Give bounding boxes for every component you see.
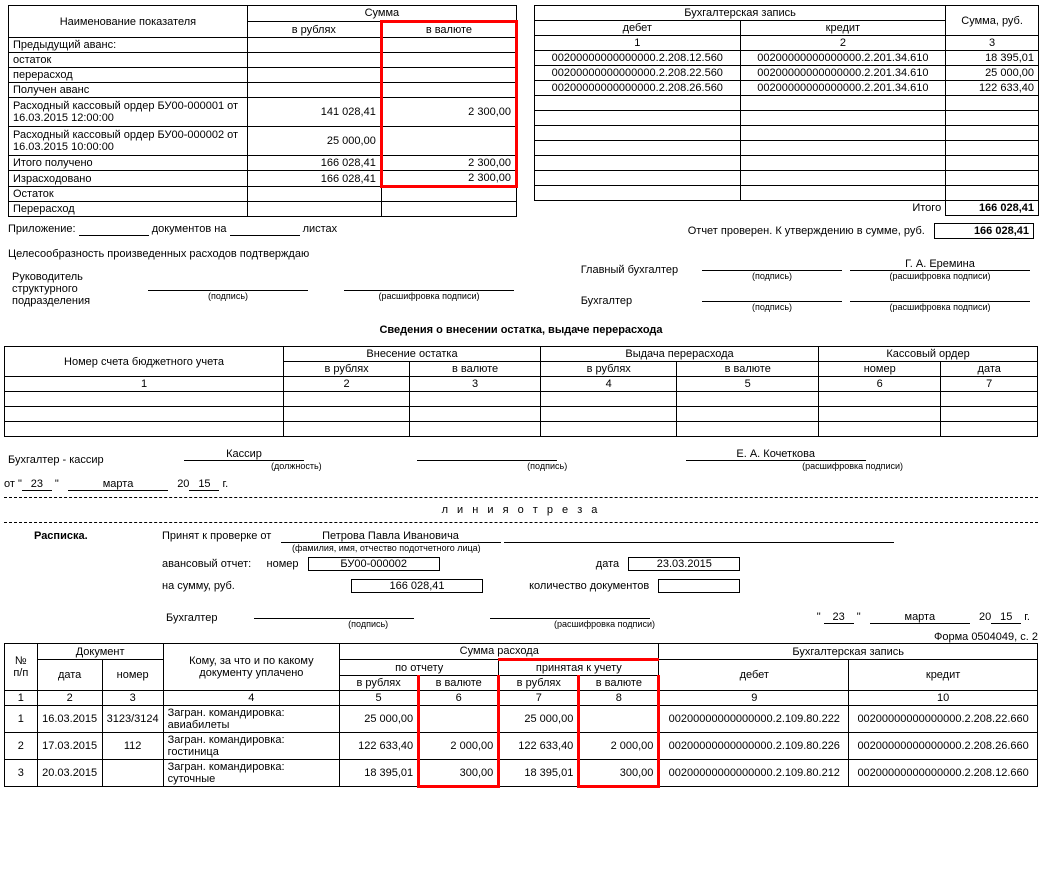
h-entry: Бухгалтерская запись: [535, 6, 946, 21]
receipt-person: Петрова Павла Ивановича: [281, 530, 501, 543]
receipt-title: Расписка.: [4, 529, 158, 631]
receipt-date: 23.03.2015: [628, 557, 740, 571]
table-row: 2 17.03.2015 112 Загран. командировка: г…: [5, 733, 1038, 760]
glavbuh-label: Главный бухгалтер: [577, 257, 698, 282]
attach-label: Приложение:: [8, 223, 76, 235]
h-sum: Сумма: [247, 6, 516, 22]
h-val: в валюте: [381, 22, 516, 38]
table-row: 3 20.03.2015 Загран. командировка: суточ…: [5, 760, 1038, 787]
cashier-name: Е. А. Кочеткова: [686, 448, 866, 461]
balance-table: Номер счета бюджетного учета Внесение ос…: [4, 346, 1038, 437]
h-debit: дебет: [535, 21, 741, 36]
cashier-label: Бухгалтер - кассир: [4, 447, 122, 472]
itogo-label: Итого: [740, 201, 946, 216]
glavbuh-name: Г. А. Еремина: [850, 258, 1030, 271]
confirm-text: Целесообразность произведенных расходов …: [8, 248, 569, 260]
top-left-table: Наименование показателя Сумма в рублях в…: [8, 5, 518, 217]
h-rub: в рублях: [247, 22, 381, 38]
form-code: Форма 0504049, с. 2: [4, 631, 1038, 643]
approve-label: Отчет проверен. К утверждению в сумме, р…: [688, 225, 925, 237]
row-label: Предыдущий аванс:: [9, 38, 248, 53]
top-right-table: Бухгалтерская запись Сумма, руб. дебет к…: [534, 5, 1039, 216]
receipt-num: БУ00-000002: [308, 557, 440, 571]
itogo-val: 166 028,41: [946, 201, 1039, 216]
h-name: Наименование показателя: [9, 6, 248, 38]
cut-line: л и н и я о т р е з а: [4, 504, 1038, 516]
table-row: 1 16.03.2015 3123/3124 Загран. командиро…: [5, 706, 1038, 733]
expense-table: № п/п Документ Кому, за что и по какому …: [4, 643, 1038, 788]
section-title: Сведения о внесении остатка, выдаче пере…: [4, 324, 1038, 336]
h-credit: кредит: [740, 21, 946, 36]
cashier-pos: Кассир: [184, 448, 304, 461]
buh-label: Бухгалтер: [577, 288, 698, 313]
chief-label: Руководитель структурного подразделения: [8, 270, 116, 308]
receipt-sum: 166 028,41: [351, 579, 483, 593]
approve-val: 166 028,41: [934, 223, 1034, 239]
h-sumrub: Сумма, руб.: [946, 6, 1039, 36]
